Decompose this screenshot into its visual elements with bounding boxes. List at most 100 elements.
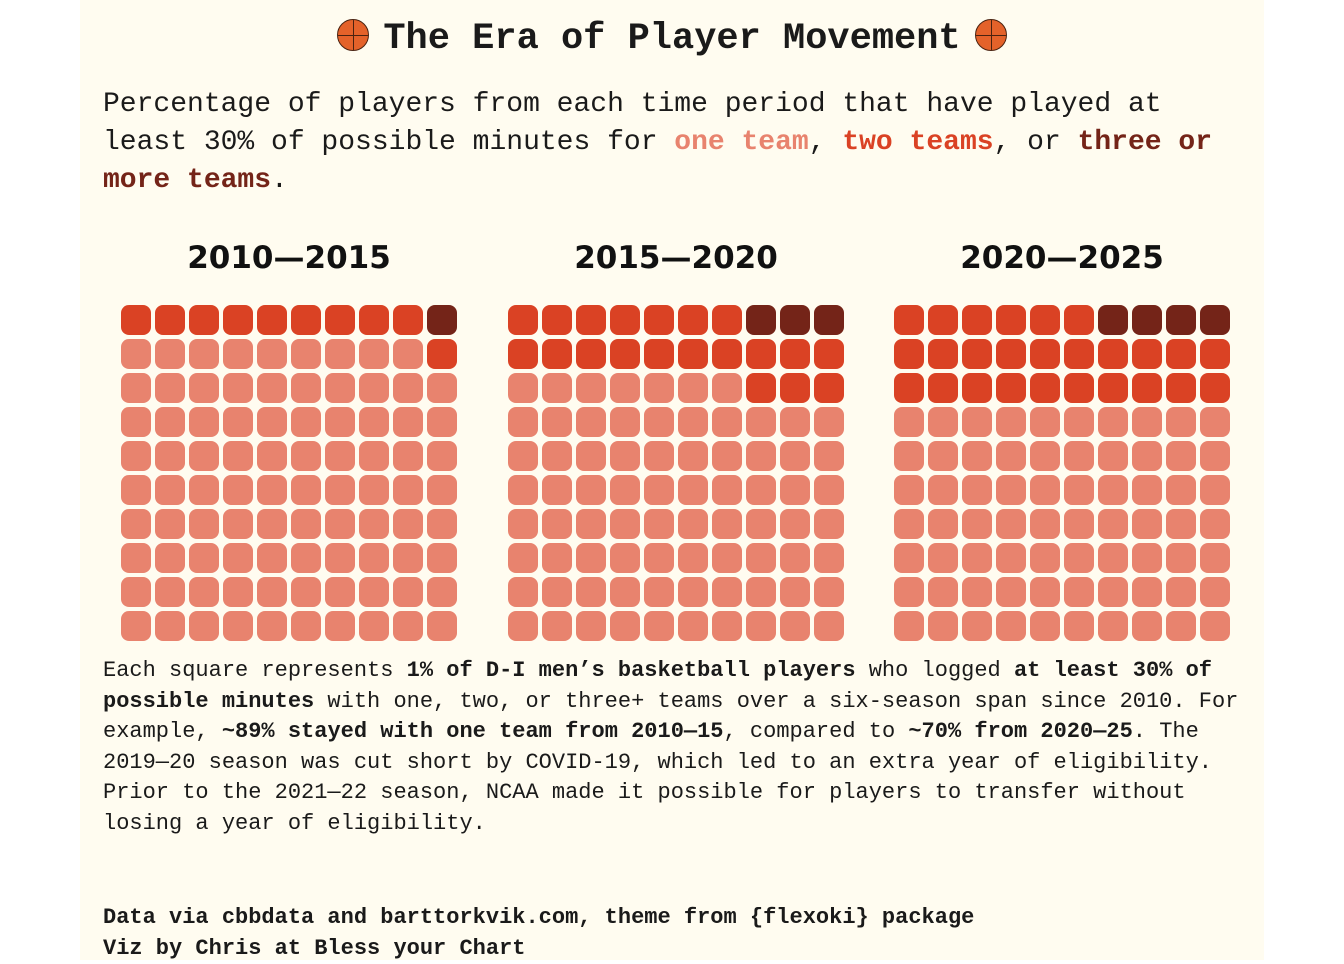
waffle-square-two — [542, 305, 572, 335]
waffle-square-two — [712, 339, 742, 369]
waffle-square-one — [1030, 509, 1060, 539]
text-segment: , compared to — [723, 719, 909, 744]
waffle-square-one — [359, 407, 389, 437]
waffle-square-two — [746, 373, 776, 403]
waffle-square-three — [1132, 305, 1162, 335]
waffle-square-one — [678, 577, 708, 607]
waffle-square-one — [1064, 475, 1094, 505]
waffle-square-one — [359, 577, 389, 607]
waffle-square-three — [1098, 305, 1128, 335]
waffle-square-one — [1064, 543, 1094, 573]
waffle-square-two — [780, 373, 810, 403]
waffle-square-two — [996, 339, 1026, 369]
waffle-square-one — [996, 509, 1026, 539]
waffle-square-one — [257, 577, 287, 607]
waffle-square-one — [155, 577, 185, 607]
waffle-square-one — [996, 407, 1026, 437]
waffle-square-one — [257, 373, 287, 403]
waffle-square-one — [894, 611, 924, 641]
waffle-square-one — [610, 577, 640, 607]
waffle-square-one — [962, 407, 992, 437]
waffle-square-one — [746, 475, 776, 505]
waffle-square-one — [121, 475, 151, 505]
waffle-square-one — [928, 441, 958, 471]
waffle-square-one — [508, 475, 538, 505]
waffle-square-two — [1166, 339, 1196, 369]
waffle-square-one — [610, 611, 640, 641]
waffle-square-one — [257, 441, 287, 471]
waffle-square-one — [1064, 577, 1094, 607]
waffle-square-one — [393, 441, 423, 471]
waffle-square-one — [359, 339, 389, 369]
waffle-square-one — [427, 577, 457, 607]
legend-one: one team — [674, 127, 809, 158]
waffle-square-one — [928, 475, 958, 505]
waffle-square-one — [678, 509, 708, 539]
waffle-square-one — [780, 441, 810, 471]
basketball-icon — [974, 19, 1007, 51]
waffle-square-two — [678, 339, 708, 369]
waffle-square-one — [1098, 441, 1128, 471]
waffle-square-one — [814, 509, 844, 539]
waffle-square-one — [223, 543, 253, 573]
waffle-square-one — [746, 543, 776, 573]
waffle-square-one — [814, 441, 844, 471]
waffle-square-one — [678, 373, 708, 403]
waffle-square-two — [359, 305, 389, 335]
panel-title: 2010—2015 — [187, 240, 391, 276]
text-segment: . The 2019—20 season was cut short by CO… — [103, 719, 1212, 836]
waffle-square-one — [121, 577, 151, 607]
waffle-square-two — [1064, 305, 1094, 335]
waffle-square-one — [894, 577, 924, 607]
waffle-square-two — [1064, 373, 1094, 403]
waffle-square-one — [325, 475, 355, 505]
waffle-square-one — [508, 441, 538, 471]
waffle-square-one — [894, 475, 924, 505]
waffle-square-one — [393, 475, 423, 505]
emphasis-text: ~89% stayed with one team from 2010—15 — [221, 719, 724, 744]
waffle-square-one — [1098, 509, 1128, 539]
waffle-square-one — [576, 441, 606, 471]
waffle-square-two — [780, 339, 810, 369]
waffle-square-two — [712, 305, 742, 335]
waffle-square-one — [928, 577, 958, 607]
waffle-square-one — [508, 509, 538, 539]
waffle-square-one — [257, 475, 287, 505]
waffle-square-one — [894, 441, 924, 471]
waffle-square-one — [1030, 407, 1060, 437]
waffle-square-one — [1132, 475, 1162, 505]
waffle-square-one — [644, 373, 674, 403]
waffle-square-one — [746, 441, 776, 471]
waffle-square-two — [1200, 373, 1230, 403]
waffle-square-one — [393, 543, 423, 573]
waffle-square-one — [1064, 407, 1094, 437]
waffle-square-two — [576, 305, 606, 335]
waffle-square-one — [712, 509, 742, 539]
waffle-square-two — [1064, 339, 1094, 369]
waffle-square-one — [155, 509, 185, 539]
text-segment: Each square represents — [103, 658, 407, 683]
waffle-square-one — [928, 543, 958, 573]
waffle-square-two — [325, 305, 355, 335]
waffle-square-one — [189, 441, 219, 471]
waffle-square-one — [894, 509, 924, 539]
waffle-square-one — [508, 373, 538, 403]
waffle-square-one — [121, 611, 151, 641]
waffle-square-two — [928, 305, 958, 335]
waffle-square-one — [814, 577, 844, 607]
waffle-square-one — [508, 611, 538, 641]
waffle-square-two — [894, 373, 924, 403]
waffle-square-one — [189, 509, 219, 539]
waffle-square-one — [644, 407, 674, 437]
waffle-square-one — [1064, 509, 1094, 539]
waffle-square-two — [996, 373, 1026, 403]
waffle-square-two — [962, 305, 992, 335]
waffle-square-two — [508, 339, 538, 369]
waffle-square-one — [1098, 475, 1128, 505]
waffle-square-one — [996, 543, 1026, 573]
chart-title: The Era of Player Movement — [80, 18, 1264, 60]
waffle-square-one — [257, 543, 287, 573]
waffle-square-one — [1098, 407, 1128, 437]
emphasis-text: ~70% from 2020—25 — [908, 719, 1133, 744]
waffle-square-one — [325, 611, 355, 641]
